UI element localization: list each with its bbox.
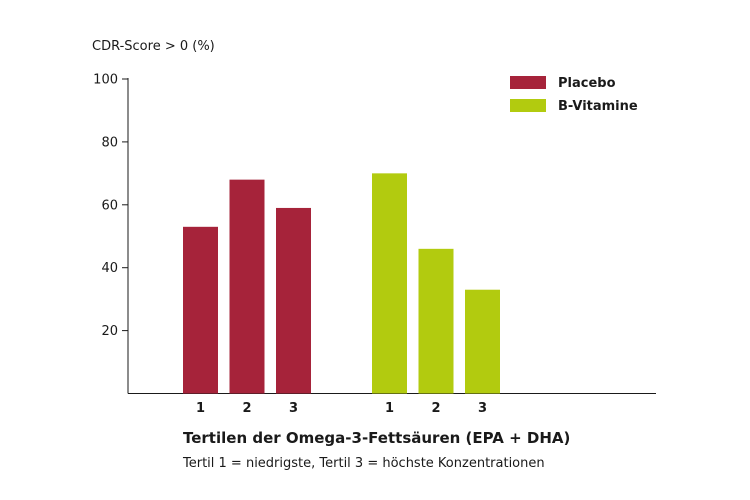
bar-b-vitamine-2 — [418, 248, 454, 394]
x-axis-label: Tertilen der Omega-3-Fettsäuren (EPA + D… — [183, 429, 570, 447]
y-tick-label: 20 — [101, 324, 118, 339]
legend-swatch — [510, 76, 546, 89]
x-axis-sublabel: Tertil 1 = niedrigste, Tertil 3 = höchst… — [182, 456, 545, 471]
bar-placebo-2 — [229, 179, 265, 394]
bar-b-vitamine-3 — [465, 289, 500, 394]
x-tick-label: 3 — [478, 401, 487, 416]
bar-b-vitamine-1 — [372, 173, 407, 394]
legend: Placebo B-Vitamine — [510, 76, 638, 114]
legend-label: Placebo — [558, 76, 616, 91]
x-tick-label: 1 — [385, 401, 394, 416]
x-tick-label: 2 — [431, 401, 440, 416]
legend-label: B-Vitamine — [558, 99, 638, 114]
y-tick-label: 40 — [101, 261, 118, 276]
x-tick-label: 2 — [242, 401, 251, 416]
bars — [183, 173, 500, 394]
bar-placebo-3 — [276, 207, 311, 394]
y-axis-label: CDR-Score > 0 (%) — [92, 39, 215, 54]
y-tick-label: 80 — [101, 135, 118, 150]
x-tick-labels: 1 2 3 1 2 3 — [196, 401, 487, 416]
y-tick-label: 60 — [101, 198, 118, 213]
bar-placebo-1 — [183, 226, 218, 394]
y-tick-label: 100 — [93, 73, 118, 88]
legend-swatch — [510, 99, 546, 112]
x-tick-label: 1 — [196, 401, 205, 416]
x-tick-label: 3 — [289, 401, 298, 416]
